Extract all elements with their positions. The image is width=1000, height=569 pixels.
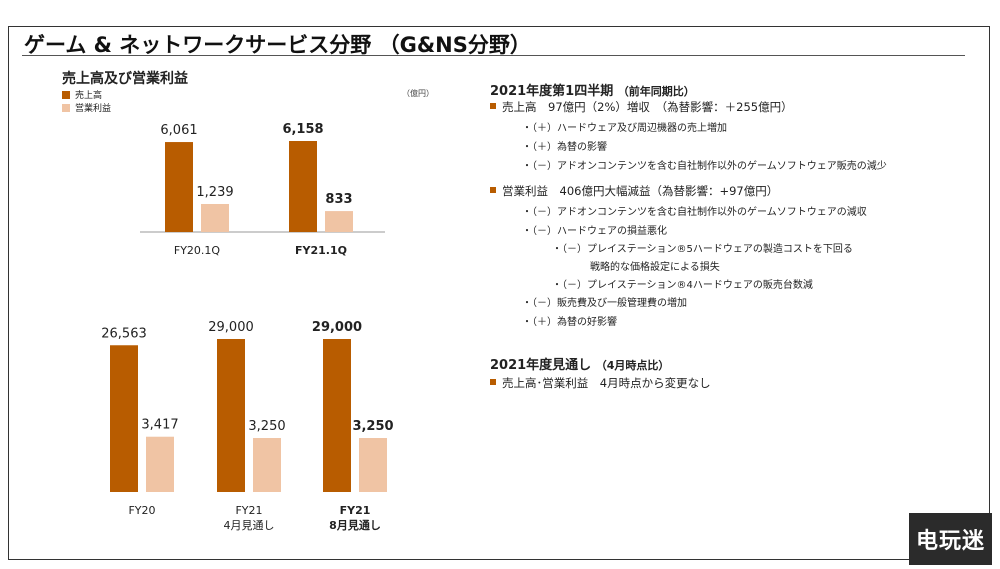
bullet-item: ・（－）アドオンコンテンツを含む自社制作以外のゲームソフトウェアの減収 <box>522 207 867 218</box>
bullet-item: ・（－）販売費及び一般管理費の増加 <box>522 298 687 309</box>
slide-frame <box>8 26 990 560</box>
category-label: FY20 <box>128 504 155 517</box>
bullet-square-icon <box>490 103 496 109</box>
data-label: 833 <box>325 192 352 207</box>
q1-heading: 2021年度第1四半期 （前年同期比） <box>490 84 695 99</box>
watermark-logo: 电玩迷 <box>909 513 992 565</box>
bar-charts: 6,061 1,239 FY20.1Q 6,158 833 FY21.1Q 26,563 3,… <box>101 122 393 532</box>
slide-title: ゲーム & ネットワークサービス分野 （G&NS分野） <box>24 33 531 57</box>
legend-sales: 売上高 <box>62 88 102 101</box>
data-label: 29,000 <box>208 320 254 335</box>
data-label: 3,250 <box>352 419 393 434</box>
category-label: 4月見通し <box>224 519 275 532</box>
bar-profit <box>201 203 229 232</box>
data-label: 26,563 <box>101 326 147 341</box>
bar-sales <box>323 339 351 492</box>
bullet-item: ・（＋）為替の好影響 <box>522 317 617 328</box>
q1-sales-line: 売上高 97億円（2%）増収 （為替影響：＋255億円） <box>490 99 793 115</box>
fy-heading: 2021年度見通し （4月時点比） <box>490 358 670 373</box>
q1-profit-line: 営業利益 406億円大幅減益（為替影響：+97億円） <box>490 183 778 199</box>
chart-title: 売上高及び営業利益 <box>62 71 188 87</box>
data-label: 6,061 <box>160 123 197 138</box>
data-label: 3,250 <box>248 419 285 434</box>
bar-profit <box>253 438 281 492</box>
category-label: FY21 <box>235 504 262 517</box>
data-label: 1,239 <box>196 185 233 200</box>
bar-profit <box>146 436 174 492</box>
category-label: FY21 <box>340 504 371 517</box>
fy-line: 売上高･営業利益 4月時点から変更なし <box>490 375 711 391</box>
legend-profit: 営業利益 <box>62 101 111 114</box>
category-label: 8月見通し <box>329 519 381 532</box>
bullet-item: ・（－）プレイステーション®5ハードウェアの製造コストを下回る <box>552 244 853 255</box>
bullet-item: 戦略的な価格設定による損失 <box>590 262 720 273</box>
bullet-item: ・（－）ハードウェアの損益悪化 <box>522 226 667 237</box>
bar-profit <box>325 211 353 232</box>
data-label: 6,158 <box>282 122 323 137</box>
bar-profit <box>359 438 387 492</box>
category-label: FY21.1Q <box>295 244 347 257</box>
bullet-item: ・（＋）為替の影響 <box>522 142 607 153</box>
bullet-item: ・（－）プレイステーション®4ハードウェアの販売台数減 <box>552 280 813 291</box>
bullet-square-icon <box>490 379 496 385</box>
bullet-item: ・（＋）ハードウェア及び周辺機器の売上増加 <box>522 123 727 134</box>
bullet-square-icon <box>490 187 496 193</box>
category-label: FY20.1Q <box>174 244 221 257</box>
legend-swatch-sales <box>62 90 70 99</box>
data-label: 3,417 <box>141 418 178 433</box>
unit-label: （億円） <box>402 89 434 98</box>
legend-swatch-profit <box>62 103 70 112</box>
bar-sales <box>110 345 138 492</box>
data-label: 29,000 <box>312 320 362 335</box>
bullet-item: ・（－）アドオンコンテンツを含む自社制作以外のゲームソフトウェア販売の減少 <box>522 161 887 172</box>
bar-sales <box>289 141 317 232</box>
bar-sales <box>217 339 245 492</box>
title-rule <box>22 55 965 56</box>
bar-sales <box>165 142 193 232</box>
